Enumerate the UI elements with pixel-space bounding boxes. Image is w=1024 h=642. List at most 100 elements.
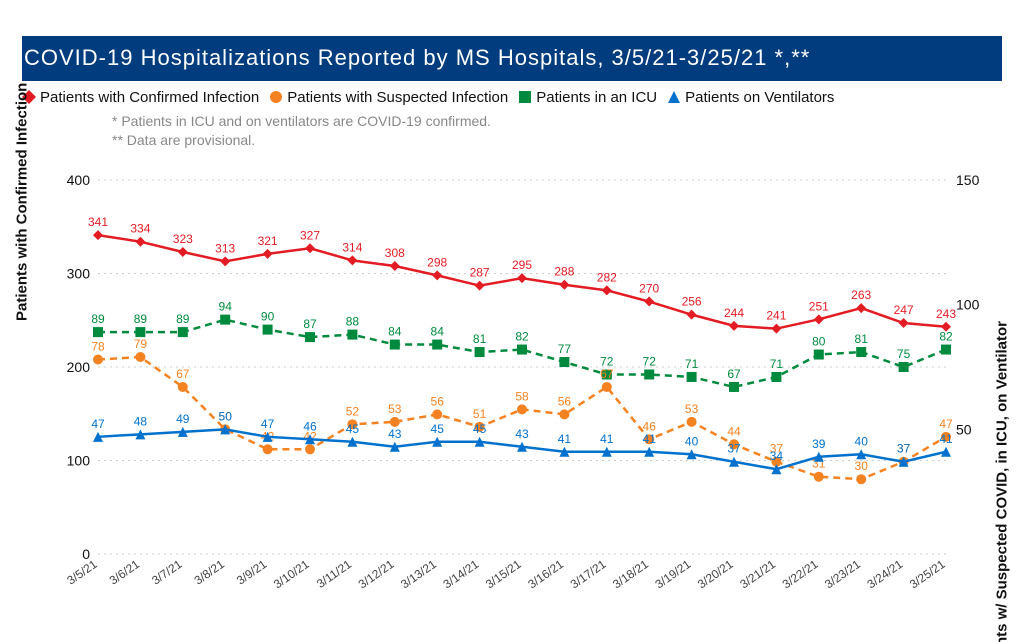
data-label: 287 (470, 266, 490, 280)
data-label: 89 (91, 312, 105, 326)
data-label: 40 (685, 434, 699, 448)
x-tick-label: 3/25/21 (907, 557, 948, 592)
data-label: 288 (554, 265, 574, 279)
data-label: 75 (897, 347, 911, 361)
data-label: 50 (219, 409, 233, 423)
data-marker (135, 327, 145, 337)
data-label: 323 (173, 232, 193, 246)
data-label: 89 (134, 312, 148, 326)
data-marker (644, 297, 654, 307)
data-label: 84 (388, 325, 402, 339)
data-marker (347, 255, 357, 265)
data-marker (517, 345, 527, 355)
data-marker (432, 409, 442, 419)
x-tick-label: 3/19/21 (652, 557, 693, 592)
y-axis-label-left: Patients with Confirmed Infection (14, 83, 31, 321)
data-label: 71 (685, 357, 699, 371)
legend-icu-label: Patients in an ICU (536, 89, 657, 106)
data-label: 47 (261, 417, 275, 431)
y-left-tick: 100 (67, 453, 91, 469)
data-label: 88 (346, 315, 360, 329)
x-tick-label: 3/9/21 (234, 557, 270, 588)
data-label: 72 (643, 354, 657, 368)
data-marker (644, 369, 654, 379)
data-label: 44 (727, 424, 741, 438)
data-label: 94 (219, 300, 233, 314)
data-marker (220, 256, 230, 266)
data-label: 78 (91, 340, 105, 354)
data-label: 34 (770, 449, 784, 463)
chart-container: COVID-19 Hospitalizations Reported by MS… (0, 0, 1024, 642)
data-label: 45 (346, 422, 360, 436)
data-marker (559, 357, 569, 367)
legend-suspected: Patients with Suspected Infection (269, 89, 508, 106)
data-label: 87 (303, 317, 317, 331)
legend-confirmed-label: Patients with Confirmed Infection (40, 89, 259, 106)
data-label: 71 (770, 357, 784, 371)
x-tick-label: 3/15/21 (483, 557, 524, 592)
data-marker (856, 303, 866, 313)
data-marker (814, 472, 824, 482)
data-label: 41 (643, 432, 657, 446)
legend-icu: Patients in an ICU (518, 89, 657, 106)
triangle-icon (667, 90, 681, 104)
data-label: 90 (261, 310, 275, 324)
data-label: 37 (727, 442, 741, 456)
data-marker (93, 230, 103, 240)
data-marker (687, 310, 697, 320)
data-label: 43 (388, 427, 402, 441)
data-label: 67 (176, 367, 190, 381)
data-label: 53 (685, 402, 699, 416)
data-marker (856, 474, 866, 484)
data-marker (559, 409, 569, 419)
data-label: 41 (558, 432, 572, 446)
data-marker (93, 355, 103, 365)
x-tick-label: 3/10/21 (271, 557, 312, 592)
data-marker (687, 417, 697, 427)
data-marker (899, 362, 909, 372)
data-label: 327 (300, 228, 320, 242)
data-label: 39 (812, 437, 826, 451)
legend-suspected-label: Patients with Suspected Infection (287, 89, 508, 106)
plot-area: 0100200300400501001503/5/213/6/213/7/213… (52, 120, 986, 614)
data-label: 82 (939, 330, 953, 344)
x-tick-label: 3/7/21 (149, 557, 185, 588)
data-label: 314 (342, 240, 362, 254)
x-tick-label: 3/18/21 (610, 557, 651, 592)
x-tick-label: 3/17/21 (568, 557, 609, 592)
y-left-tick: 400 (67, 172, 91, 188)
data-marker (602, 382, 612, 392)
legend: Patients with Confirmed Infection Patien… (22, 89, 1002, 106)
data-marker (178, 247, 188, 257)
data-label: 321 (258, 234, 278, 248)
data-label: 46 (303, 419, 317, 433)
y-right-tick: 150 (956, 172, 980, 188)
data-marker (432, 270, 442, 280)
data-label: 53 (388, 402, 402, 416)
data-label: 48 (134, 414, 148, 428)
data-label: 37 (897, 442, 911, 456)
plot-svg: 0100200300400501001503/5/213/6/213/7/213… (52, 120, 986, 614)
data-marker (305, 332, 315, 342)
x-tick-label: 3/6/21 (107, 557, 143, 588)
data-marker (475, 347, 485, 357)
data-label: 241 (766, 309, 786, 323)
square-icon (518, 90, 532, 104)
data-marker (432, 340, 442, 350)
data-label: 247 (894, 303, 914, 317)
data-label: 251 (809, 299, 829, 313)
data-marker (941, 345, 951, 355)
data-marker (347, 330, 357, 340)
data-label: 45 (473, 422, 487, 436)
x-tick-label: 3/22/21 (780, 557, 821, 592)
data-marker (517, 273, 527, 283)
legend-ventilator: Patients on Ventilators (667, 89, 834, 106)
data-marker (856, 347, 866, 357)
data-marker (93, 327, 103, 337)
data-marker (771, 372, 781, 382)
data-label: 47 (939, 417, 953, 431)
data-label: 77 (558, 342, 572, 356)
data-marker (517, 404, 527, 414)
data-label: 308 (385, 246, 405, 260)
data-label: 313 (215, 241, 235, 255)
